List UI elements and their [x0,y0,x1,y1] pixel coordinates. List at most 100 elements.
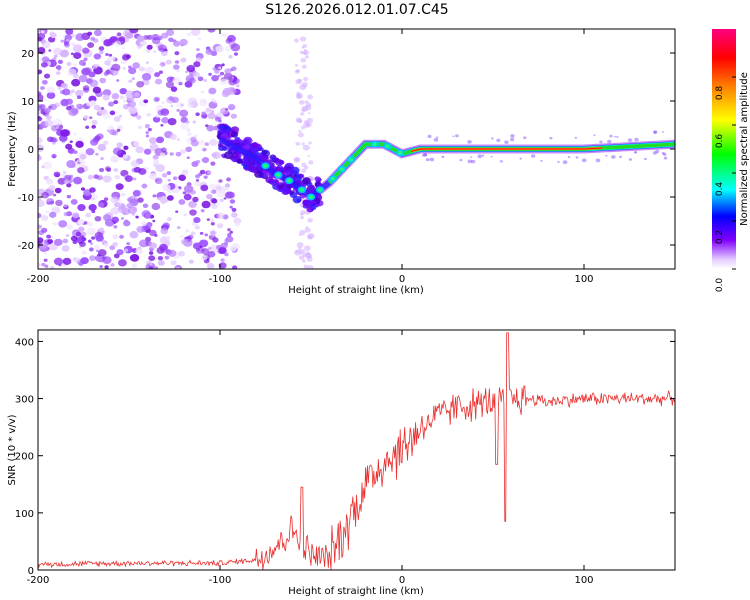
noise-blob [41,262,46,267]
noise-blob [112,234,119,240]
noise-blob [122,103,130,110]
ridge-knot-core [372,142,377,146]
noise-blob [141,221,147,227]
noise-blob [92,64,99,69]
noise-blob [215,45,224,53]
noise-blob [41,61,48,68]
noise-blob [234,222,241,227]
noise-blob [228,54,233,59]
noise-blob [230,212,238,218]
noise-blob [111,93,120,100]
noise-blob [159,152,166,158]
sidelobe-blob [491,137,494,140]
noise-blob [102,256,112,265]
noise-blob [188,200,197,208]
noise-blob [176,138,181,141]
spectrogram-ytick-label: 20 [21,49,34,60]
noise-blob [119,35,126,42]
noise-blob [90,138,99,146]
sidelobe-blob [504,140,509,145]
noise-blob [137,197,144,203]
noise-blob [128,79,133,83]
noise-blob [145,131,149,134]
noise-blob [66,182,72,188]
noise-blob [214,64,220,69]
sidelobe-blob [452,135,455,138]
sidelobe-blob [423,153,428,157]
noise-blob [52,155,56,159]
noise-blob [108,101,115,107]
noise-blob [296,242,304,248]
noise-blob [147,127,152,132]
snr-plot-area [38,330,675,570]
ridge-blob [223,151,234,160]
noise-blob [76,95,82,100]
noise-blob [41,41,51,49]
noise-blob [198,140,205,145]
noise-blob [99,77,107,84]
noise-blob [119,87,128,95]
noise-blob [297,132,304,138]
sidelobe-blob [433,138,439,142]
noise-blob [186,120,190,124]
ridge-blob [285,168,295,176]
noise-blob [47,239,54,244]
sidelobe-blob [562,160,568,165]
noise-blob [208,183,216,190]
noise-blob [228,78,237,86]
noise-blob [223,241,229,246]
noise-blob [207,112,216,120]
noise-blob [73,257,77,261]
noise-blob [110,263,115,267]
snr-ytick-label: 200 [15,452,34,463]
noise-blob [65,38,70,42]
noise-blob [186,128,191,132]
noise-blob [95,152,99,156]
noise-blob [166,235,171,240]
sidelobe-blob [653,131,657,134]
sidelobe-blob [510,137,515,142]
noise-blob [219,78,228,85]
noise-blob [63,171,67,174]
noise-blob [196,247,201,252]
noise-blob [161,101,165,104]
noise-blob [221,32,227,38]
noise-blob [210,98,216,102]
noise-blob [73,63,77,67]
noise-blob [156,136,165,144]
noise-blob [161,32,169,39]
noise-blob [166,195,174,201]
ridge-blob [278,184,283,189]
noise-blob [133,91,140,98]
noise-blob [114,116,121,122]
ridge-blob [229,148,233,152]
noise-blob [225,108,229,111]
noise-blob [63,212,69,217]
noise-blob [224,183,230,188]
sidelobe-blob [470,156,473,159]
noise-blob [232,265,238,269]
noise-blob [152,194,157,198]
noise-blob [165,81,175,89]
noise-blob [55,71,61,76]
noise-blob [194,134,198,138]
noise-blob [299,229,306,236]
noise-blob [45,178,54,185]
noise-blob [89,79,99,88]
noise-blob [112,242,118,247]
sidelobe-blob [435,136,439,139]
noise-blob [75,103,81,108]
noise-blob [121,192,126,197]
sidelobe-blob [655,149,660,154]
noise-blob [295,94,302,100]
snr-xtick-label: -200 [27,575,50,586]
noise-blob [91,193,96,197]
noise-blob [160,200,166,205]
noise-blob [122,66,126,70]
noise-blob [115,201,122,207]
noise-blob [307,112,311,115]
noise-blob [164,113,168,117]
noise-blob [211,198,218,204]
ridge-blob [278,160,285,165]
